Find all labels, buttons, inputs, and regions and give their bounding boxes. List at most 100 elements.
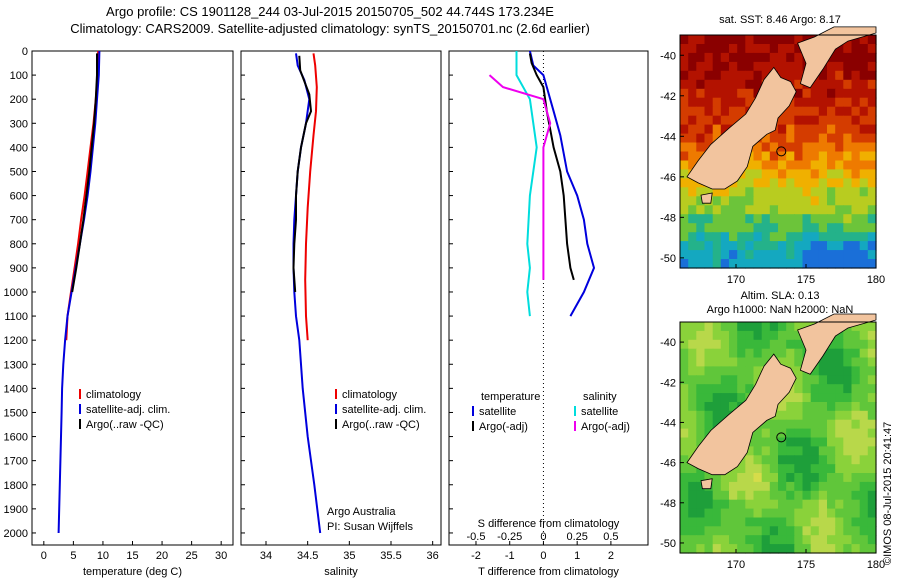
heatmap-cell (835, 348, 844, 359)
heatmap-cell (794, 187, 804, 197)
heatmap-cell (712, 223, 722, 233)
north-island-land (797, 26, 877, 89)
heatmap-cell (867, 437, 877, 447)
heatmap-cell (712, 205, 722, 215)
y-tick-label: 400 (10, 142, 28, 154)
heatmap-cell (851, 205, 861, 215)
heatmap-cell (835, 61, 844, 72)
heatmap-cell (696, 259, 706, 269)
heatmap-cell (761, 160, 771, 171)
heatmap-cell (843, 357, 853, 367)
heatmap-cell (753, 455, 763, 465)
heatmap-cell (704, 232, 714, 242)
heatmap-cell (696, 410, 706, 421)
map-y-tick-label: -44 (660, 131, 676, 143)
heatmap-cell (680, 214, 689, 224)
x-axis-label: temperature (deg C) (83, 566, 182, 578)
heatmap-cell (704, 393, 714, 403)
heatmap-cell (851, 160, 861, 171)
heatmap-cell (810, 464, 820, 474)
heatmap-cell (753, 52, 763, 63)
heatmap-cell (851, 115, 861, 126)
heatmap-cell (818, 544, 828, 554)
map-y-tick-label: -50 (660, 538, 676, 550)
heatmap-cell (867, 410, 877, 421)
heatmap-cell (680, 187, 689, 197)
heatmap-cell (688, 44, 697, 54)
heatmap-cell (745, 526, 755, 536)
heatmap-cell (859, 455, 869, 465)
heatmap-cell (835, 169, 844, 179)
heatmap-cell (810, 526, 820, 536)
heatmap-cell (794, 419, 804, 430)
heatmap-cell (802, 375, 812, 385)
heatmap-cell (851, 375, 861, 385)
heatmap-cell (867, 70, 877, 81)
heatmap-cell (867, 232, 877, 242)
heatmap-cell (688, 375, 697, 385)
heatmap-cell (794, 160, 804, 171)
heatmap-cell (778, 508, 787, 519)
heatmap-cell (794, 169, 804, 179)
y-tick-label: 1600 (4, 432, 28, 444)
heatmap-cell (786, 339, 795, 350)
heatmap-cell (818, 517, 828, 527)
heatmap-cell (753, 322, 763, 332)
heatmap-cell (769, 526, 779, 536)
heatmap-cell (737, 526, 746, 536)
heatmap-cell (835, 535, 844, 545)
heatmap-cell (827, 106, 836, 117)
heatmap-cell (843, 366, 853, 376)
heatmap-cell (843, 428, 853, 439)
heatmap-cell (745, 196, 755, 206)
heatmap-cell (818, 97, 828, 108)
x-tick-label: 35.5 (380, 550, 401, 562)
heatmap-cell (835, 526, 844, 536)
heatmap-cell (745, 223, 755, 233)
map-frame (679, 321, 877, 554)
heatmap-cell (680, 446, 689, 456)
map-y-tick-label: -42 (660, 91, 676, 103)
heatmap-cell (688, 410, 697, 421)
heatmap-cell (696, 70, 706, 81)
heatmap-cell (835, 366, 844, 376)
x-tick-label: 0 (540, 550, 546, 562)
heatmap-cell (794, 393, 804, 403)
heatmap-cell (786, 214, 795, 224)
heatmap-cell (851, 348, 861, 359)
heatmap-cell (688, 115, 697, 126)
heatmap-cell (720, 499, 730, 510)
heatmap-cell (720, 366, 730, 376)
heatmap-cell (827, 97, 836, 108)
heatmap-cell (827, 214, 836, 224)
heatmap-cell (835, 357, 844, 367)
heatmap-cell (859, 322, 869, 332)
heatmap-cell (696, 187, 706, 197)
heatmap-cell (843, 544, 853, 554)
heatmap-cell (688, 339, 697, 350)
heatmap-cell (704, 61, 714, 72)
heatmap-cell (859, 187, 869, 197)
heatmap-cell (859, 160, 869, 171)
heatmap-cell (769, 151, 779, 162)
x-tick-label: 1 (574, 550, 580, 562)
heatmap-cell (753, 446, 763, 456)
x-tick-label: 36 (427, 550, 439, 562)
heatmap-cell (761, 205, 771, 215)
heatmap-cell (729, 232, 738, 242)
heatmap-cell (737, 223, 746, 233)
heatmap-cell (859, 473, 869, 483)
heatmap-cell (680, 535, 689, 545)
heatmap-cell (688, 366, 697, 376)
heatmap-cell (745, 455, 755, 465)
heatmap-cell (680, 88, 689, 99)
heatmap-cell (688, 160, 697, 171)
heatmap-cell (778, 169, 787, 179)
heatmap-cell (835, 196, 844, 206)
y-tick-label: 300 (10, 118, 28, 130)
heatmap-cell (794, 446, 804, 456)
heatmap-cell (859, 348, 869, 359)
heatmap-cell (761, 35, 771, 45)
top-tick-label: 0 (540, 531, 546, 543)
heatmap-cell (859, 410, 869, 421)
